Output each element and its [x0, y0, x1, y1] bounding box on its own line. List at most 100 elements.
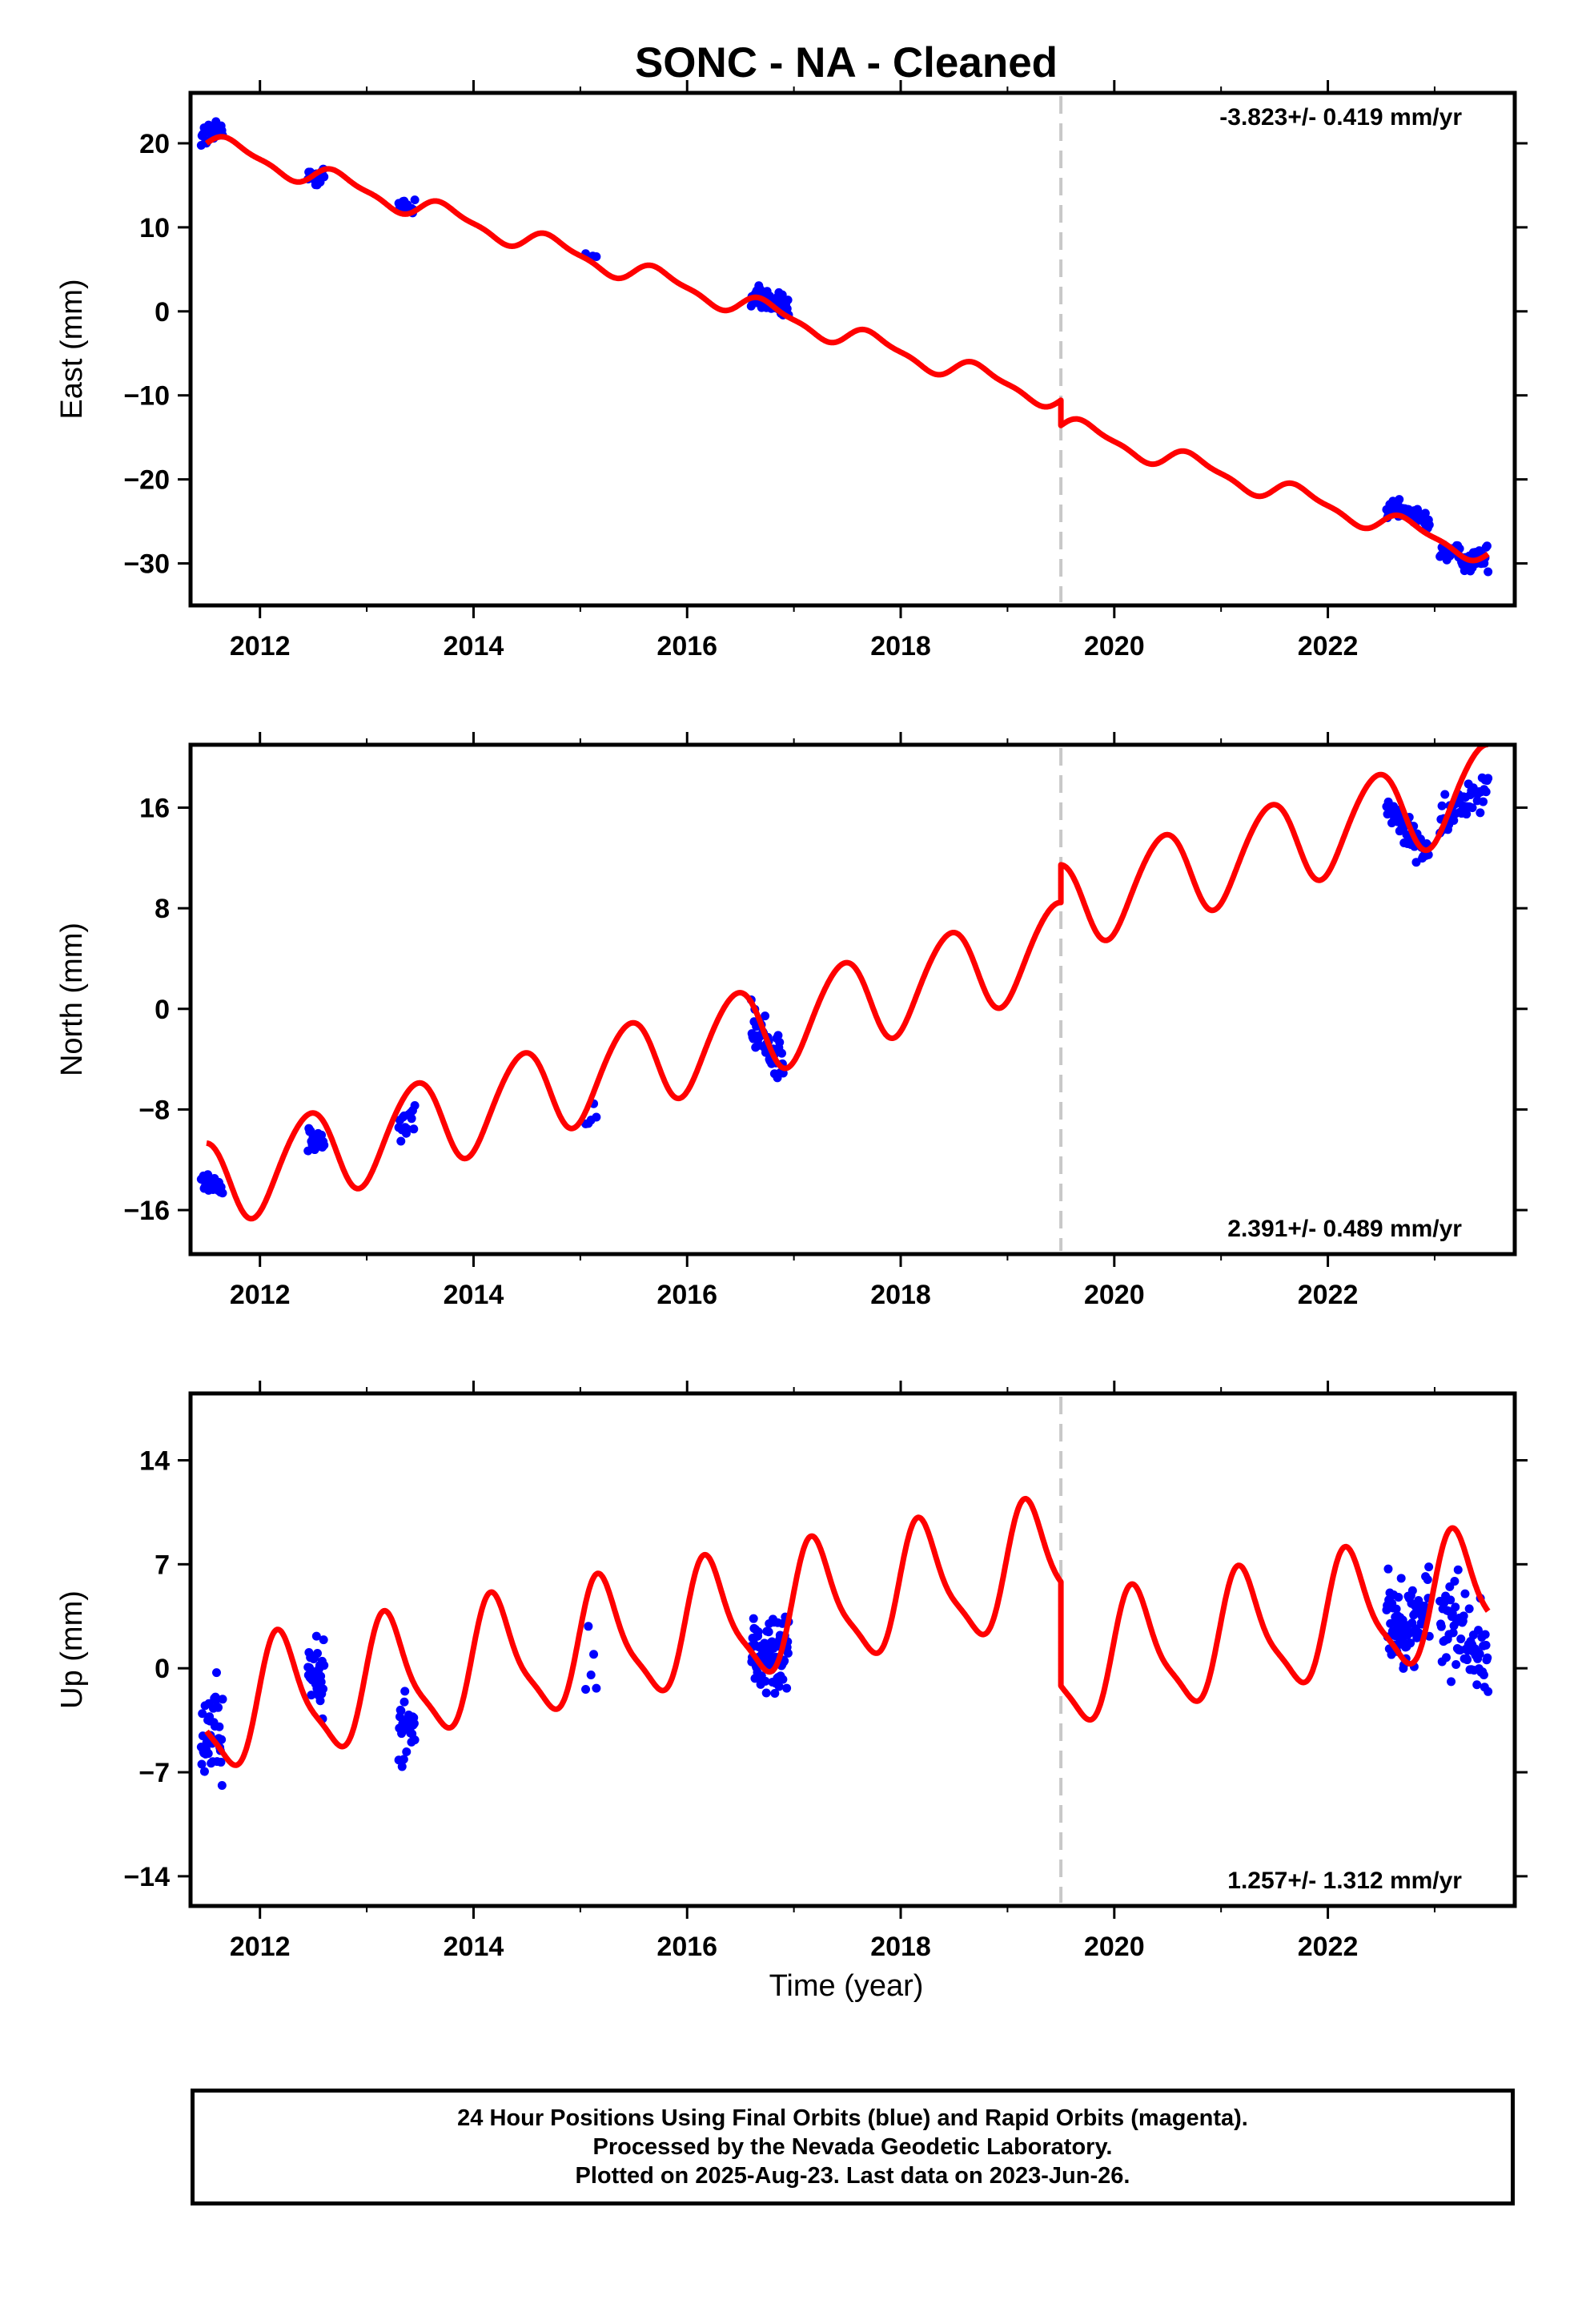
data-point — [1452, 1660, 1460, 1669]
data-point — [584, 1622, 592, 1630]
data-point — [1482, 787, 1491, 796]
panel-frame — [191, 745, 1515, 1254]
data-point — [319, 1685, 327, 1694]
x-tick-label: 2018 — [870, 631, 931, 661]
y-tick-label: −16 — [123, 1196, 170, 1226]
data-point — [218, 1781, 227, 1790]
data-point — [1442, 1653, 1451, 1662]
data-point — [782, 1684, 791, 1693]
panel-frame — [191, 93, 1515, 605]
x-tick-label: 2016 — [656, 1932, 717, 1962]
data-point — [775, 1038, 784, 1047]
x-tick-label: 2022 — [1298, 1932, 1359, 1962]
data-point — [319, 1635, 328, 1644]
panel-up: 2012 2014 2016 2018 2020 20221470−7−14Up (mm)… — [55, 1381, 1528, 1962]
y-tick-label: 16 — [139, 794, 170, 824]
data-point — [219, 1695, 227, 1703]
data-point — [1456, 1634, 1465, 1643]
data-point — [215, 1723, 223, 1731]
panel-east: 2012 2014 2016 2018 2020 202220100−10−20−30Ea… — [55, 80, 1528, 661]
y-tick-label: 7 — [155, 1550, 170, 1580]
data-point — [402, 1747, 411, 1756]
y-tick-label: −7 — [139, 1758, 170, 1788]
data-point — [1423, 1575, 1432, 1584]
y-tick-label: −14 — [123, 1862, 170, 1892]
data-point — [1483, 541, 1492, 550]
y-tick-label: 0 — [155, 1654, 170, 1684]
footer-line-plotted: Plotted on 2025-Aug-23. Last data on 202… — [576, 2161, 1130, 2190]
data-point — [592, 1112, 600, 1121]
y-axis-label: North (mm) — [55, 923, 89, 1076]
data-point — [1484, 1687, 1492, 1696]
data-point — [592, 1684, 600, 1693]
data-point — [319, 1140, 328, 1149]
x-tick-label: 2014 — [444, 1932, 504, 1962]
y-tick-label: 20 — [139, 129, 170, 159]
y-axis-label: East (mm) — [55, 279, 89, 419]
data-point — [754, 1627, 763, 1636]
data-point — [200, 1767, 209, 1776]
y-tick-label: 0 — [155, 297, 170, 328]
data-point — [1451, 1602, 1460, 1611]
data-point — [411, 195, 420, 204]
x-tick-label: 2016 — [656, 1280, 717, 1310]
data-point — [1440, 790, 1449, 799]
data-point — [1465, 1604, 1474, 1613]
data-point — [1484, 567, 1492, 576]
data-point — [1450, 1577, 1459, 1586]
data-point — [784, 1649, 793, 1658]
data-point — [581, 1685, 590, 1694]
data-point — [214, 1703, 223, 1712]
x-tick-label: 2012 — [230, 1280, 291, 1310]
data-point — [1454, 1566, 1463, 1574]
data-point — [409, 1124, 418, 1133]
y-tick-label: −30 — [123, 549, 170, 580]
y-tick-label: −20 — [123, 465, 170, 496]
data-point — [765, 1627, 773, 1636]
y-tick-label: −8 — [139, 1095, 170, 1125]
data-point — [411, 1101, 420, 1110]
data-point — [400, 1698, 409, 1707]
footer-line-orbits: 24 Hour Positions Using Final Orbits (bl… — [457, 2104, 1248, 2133]
data-point — [1460, 1590, 1469, 1598]
x-axis-label: Time (year) — [769, 1969, 924, 2003]
data-point — [784, 296, 793, 304]
data-point — [1479, 798, 1488, 806]
data-point — [410, 1719, 419, 1728]
data-point — [1408, 1586, 1417, 1595]
data-point — [1437, 1622, 1446, 1631]
x-tick-label: 2018 — [870, 1932, 931, 1962]
timeseries-figure: SONC - NA - Cleaned Time (year) 2012 2014… — [0, 0, 1582, 2324]
figure-title: SONC - NA - Cleaned — [635, 39, 1058, 86]
data-point — [587, 1671, 596, 1679]
panel-north: 2012 2014 2016 2018 2020 20221680−8−16North (… — [55, 732, 1528, 1310]
data-point — [212, 1668, 221, 1677]
data-point — [1484, 774, 1492, 782]
observation-points — [197, 117, 1492, 576]
y-tick-label: 10 — [139, 213, 170, 243]
y-tick-label: 8 — [155, 894, 170, 924]
data-point — [749, 1614, 758, 1623]
data-point — [411, 1735, 420, 1744]
data-point — [1463, 1655, 1472, 1664]
data-point — [1480, 1671, 1488, 1679]
x-tick-label: 2020 — [1084, 1932, 1145, 1962]
data-point — [589, 1650, 598, 1659]
data-point — [1383, 1565, 1392, 1574]
x-tick-label: 2016 — [656, 631, 717, 661]
x-tick-label: 2012 — [230, 631, 291, 661]
data-point — [408, 1114, 416, 1123]
data-point — [396, 1136, 405, 1145]
rate-annotation: 1.257+/- 1.312 mm/yr — [1227, 1868, 1462, 1894]
y-tick-label: −10 — [123, 381, 170, 412]
data-point — [1397, 1574, 1406, 1582]
data-point — [592, 252, 600, 261]
rate-annotation: 2.391+/- 0.489 mm/yr — [1227, 1216, 1462, 1242]
footer-legend-box: 24 Hour Positions Using Final Orbits (bl… — [191, 2089, 1515, 2205]
footer-line-processed: Processed by the Nevada Geodetic Laborat… — [593, 2133, 1113, 2161]
data-point — [1482, 1641, 1491, 1650]
data-point — [1447, 1677, 1456, 1686]
data-point — [1481, 1630, 1490, 1638]
data-point — [778, 1675, 787, 1684]
rate-annotation: -3.823+/- 0.419 mm/yr — [1219, 104, 1462, 131]
